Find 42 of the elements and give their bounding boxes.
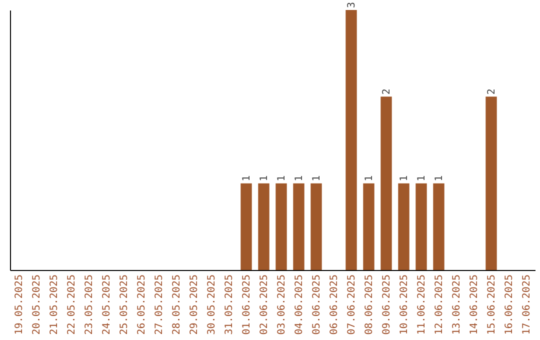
- data-label: 2: [486, 88, 498, 95]
- data-label: 1: [311, 175, 322, 182]
- x-tick-label: 21.05.2025: [48, 274, 60, 335]
- x-tick-label: 02.06.2025: [258, 274, 270, 335]
- x-tick-label: 04.06.2025: [294, 274, 305, 335]
- x-tick-label: 08.06.2025: [364, 274, 375, 335]
- x-tick-label: 13.06.2025: [451, 274, 462, 335]
- data-label: 2: [381, 88, 392, 95]
- x-tick-label: 14.06.2025: [468, 274, 480, 335]
- x-tick-label: 17.06.2025: [521, 274, 532, 335]
- x-tick-label: 30.05.2025: [206, 274, 218, 335]
- data-label: 1: [434, 175, 445, 182]
- x-tick-label: 19.05.2025: [14, 274, 25, 335]
- x-tick-label: 20.05.2025: [31, 274, 42, 335]
- data-label: 1: [276, 175, 288, 182]
- x-tick-label: 31.05.2025: [224, 274, 235, 335]
- x-tick-label: 23.05.2025: [84, 274, 95, 335]
- x-tick-label: 22.05.2025: [66, 274, 78, 335]
- x-tick-label: 28.05.2025: [171, 274, 182, 335]
- x-tick-label: 24.05.2025: [101, 274, 112, 335]
- x-tick-label: 07.06.2025: [346, 274, 358, 335]
- data-label: 1: [294, 175, 305, 182]
- x-tick-label: 12.06.2025: [434, 274, 445, 335]
- x-tick-label: 09.06.2025: [381, 274, 392, 335]
- x-tick-label: 29.05.2025: [188, 274, 200, 335]
- data-label: 1: [398, 175, 410, 182]
- data-label: 1: [416, 175, 428, 182]
- x-tick-label: 01.06.2025: [241, 274, 252, 335]
- x-tick-label: 25.05.2025: [118, 274, 130, 335]
- x-tick-label: 15.06.2025: [486, 274, 498, 335]
- data-label: 3: [346, 2, 358, 8]
- x-tick-label: 10.06.2025: [398, 274, 410, 335]
- x-tick-label: 11.06.2025: [416, 274, 428, 335]
- data-label: 1: [258, 175, 270, 182]
- x-tick-label: 16.06.2025: [504, 274, 515, 335]
- x-tick-label: 06.06.2025: [328, 274, 340, 335]
- x-tick-label: 27.05.2025: [154, 274, 165, 335]
- x-tick-label: 05.06.2025: [311, 274, 322, 335]
- data-label: 1: [241, 175, 252, 182]
- x-tick-label: 03.06.2025: [276, 274, 288, 335]
- x-tick-label: 26.05.2025: [136, 274, 148, 335]
- data-label: 1: [364, 175, 375, 182]
